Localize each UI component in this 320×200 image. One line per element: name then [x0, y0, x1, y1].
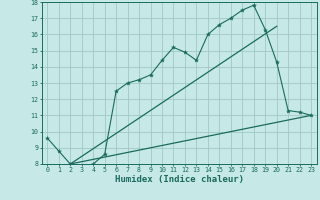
X-axis label: Humidex (Indice chaleur): Humidex (Indice chaleur)	[115, 175, 244, 184]
